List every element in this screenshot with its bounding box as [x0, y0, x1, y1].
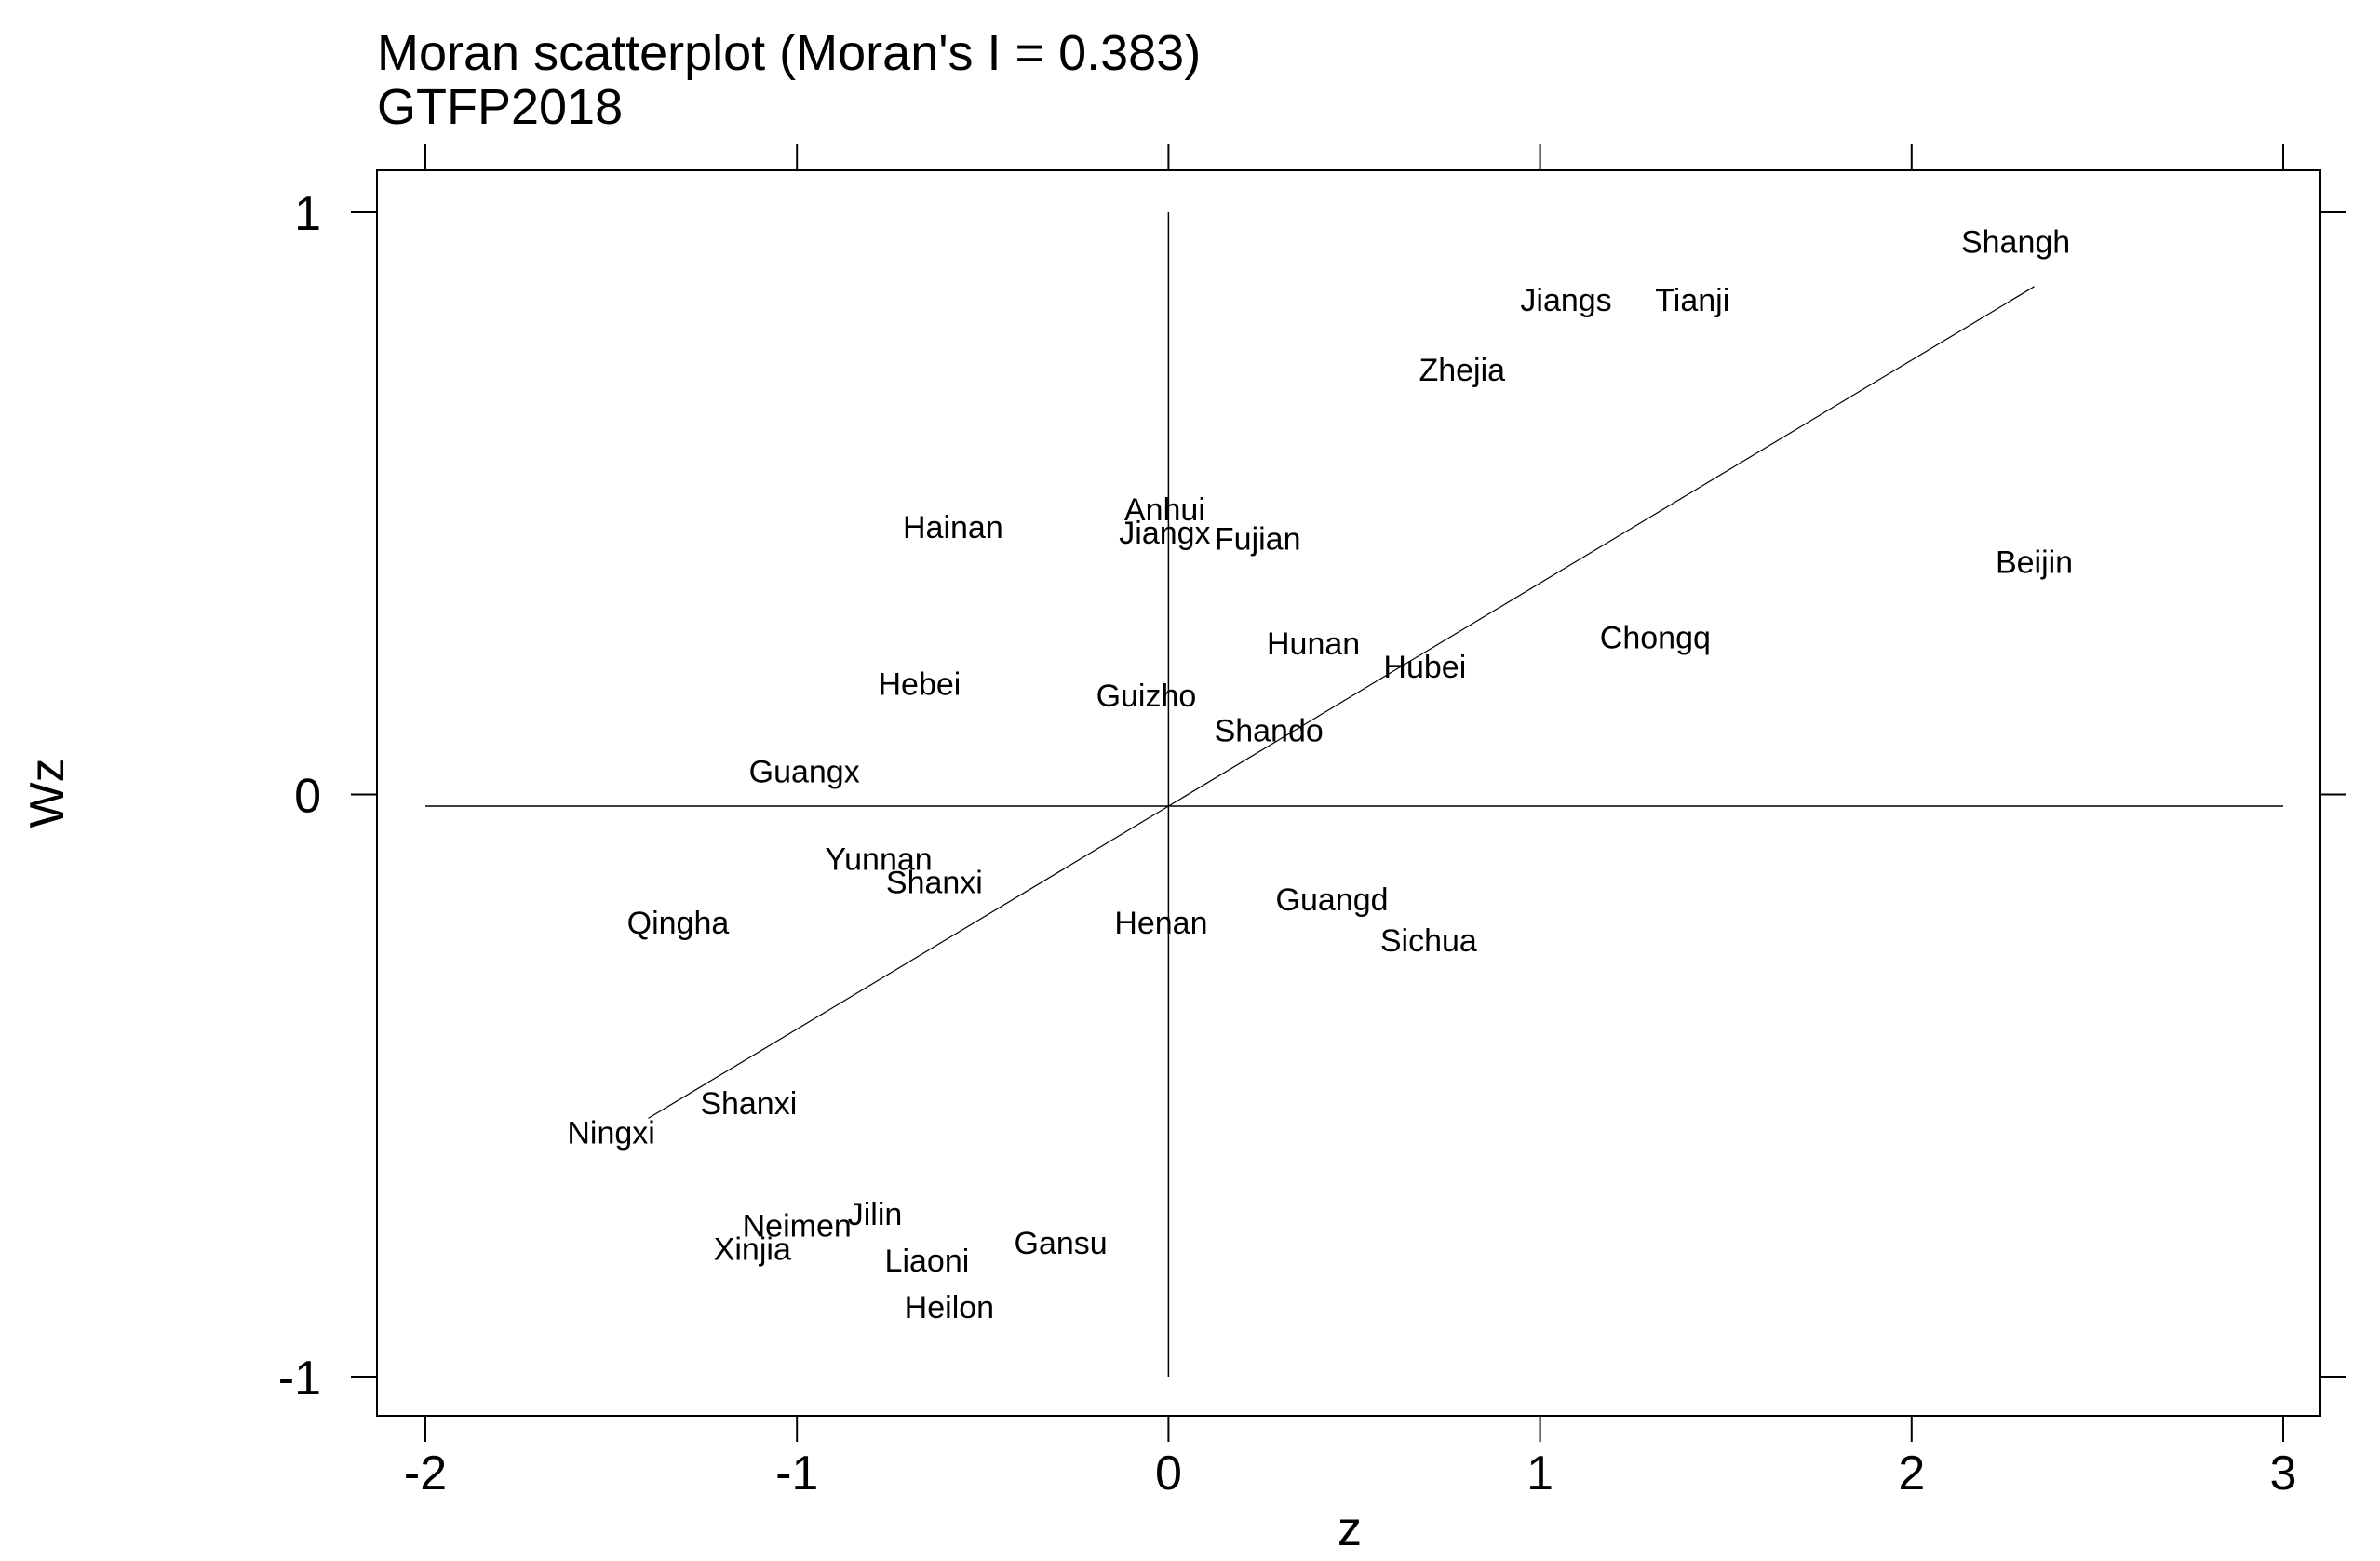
point-label-shanxi: Shanxi: [700, 1086, 797, 1122]
y-axis: -1 0 1: [278, 187, 2346, 1406]
point-label-qingha: Qingha: [627, 906, 730, 941]
fit-line-group: [648, 286, 2035, 1119]
point-label-neimen: Neimen: [743, 1208, 852, 1244]
point-label-anhui: Anhui: [1124, 492, 1205, 528]
point-label-jilin: Jilin: [848, 1197, 903, 1232]
reference-lines: [425, 212, 2283, 1377]
fit-line: [648, 286, 2035, 1119]
point-label-sichua: Sichua: [1380, 923, 1477, 959]
point-label-liaoni: Liaoni: [885, 1244, 970, 1279]
point-label-shangh: Shangh: [1961, 224, 2070, 260]
point-label-fujian: Fujian: [1215, 521, 1301, 557]
x-axis: -2 -1 0 1 2 3: [404, 144, 2297, 1500]
x-tick-label: -2: [404, 1447, 447, 1500]
point-label-shanxi: Shanxi: [886, 865, 983, 900]
point-label-guizho: Guizho: [1096, 679, 1197, 714]
y-tick-label: -1: [278, 1352, 321, 1406]
x-tick-label: 0: [1155, 1447, 1182, 1500]
point-label-chongq: Chongq: [1600, 621, 1711, 656]
x-axis-label: z: [1338, 1502, 1362, 1556]
y-tick-label: 1: [294, 187, 321, 241]
x-tick-label: -1: [775, 1447, 818, 1500]
x-tick-label: 2: [1898, 1447, 1925, 1500]
point-label-shando: Shando: [1215, 714, 1324, 749]
point-label-hubei: Hubei: [1383, 650, 1466, 685]
point-label-jiangs: Jiangs: [1520, 283, 1611, 318]
plot-frame: [376, 169, 2321, 1417]
point-label-hunan: Hunan: [1267, 626, 1360, 662]
chart-title: Moran scatterplot (Moran's I = 0.383): [377, 25, 1201, 81]
point-label-hainan: Hainan: [903, 510, 1003, 545]
point-label-heilon: Heilon: [905, 1290, 994, 1326]
x-tick-label: 1: [1526, 1447, 1553, 1500]
y-tick-label: 0: [294, 770, 321, 824]
point-label-yunnan: Yunnan: [825, 841, 932, 877]
point-label-tianji: Tianji: [1655, 283, 1729, 318]
chart-subtitle: GTFP2018: [377, 79, 623, 135]
point-label-jiangx: Jiangx: [1119, 516, 1210, 551]
point-label-beijin: Beijin: [1996, 545, 2073, 580]
point-label-henan: Henan: [1114, 906, 1207, 941]
point-label-guangd: Guangd: [1276, 882, 1389, 918]
point-label-guangx: Guangx: [749, 754, 860, 789]
y-axis-label: Wz: [20, 758, 74, 828]
point-label-zhejia: Zhejia: [1419, 353, 1505, 388]
point-labels: Shangh Jiangs Tianji Zhejia Anhui Hainan Jiang…: [567, 224, 2073, 1326]
x-tick-label: 3: [2270, 1447, 2297, 1500]
point-label-hebei: Hebei: [879, 667, 961, 703]
point-label-xinjia: Xinjia: [714, 1231, 791, 1267]
point-label-ningxi: Ningxi: [567, 1115, 654, 1151]
point-label-gansu: Gansu: [1015, 1226, 1108, 1261]
